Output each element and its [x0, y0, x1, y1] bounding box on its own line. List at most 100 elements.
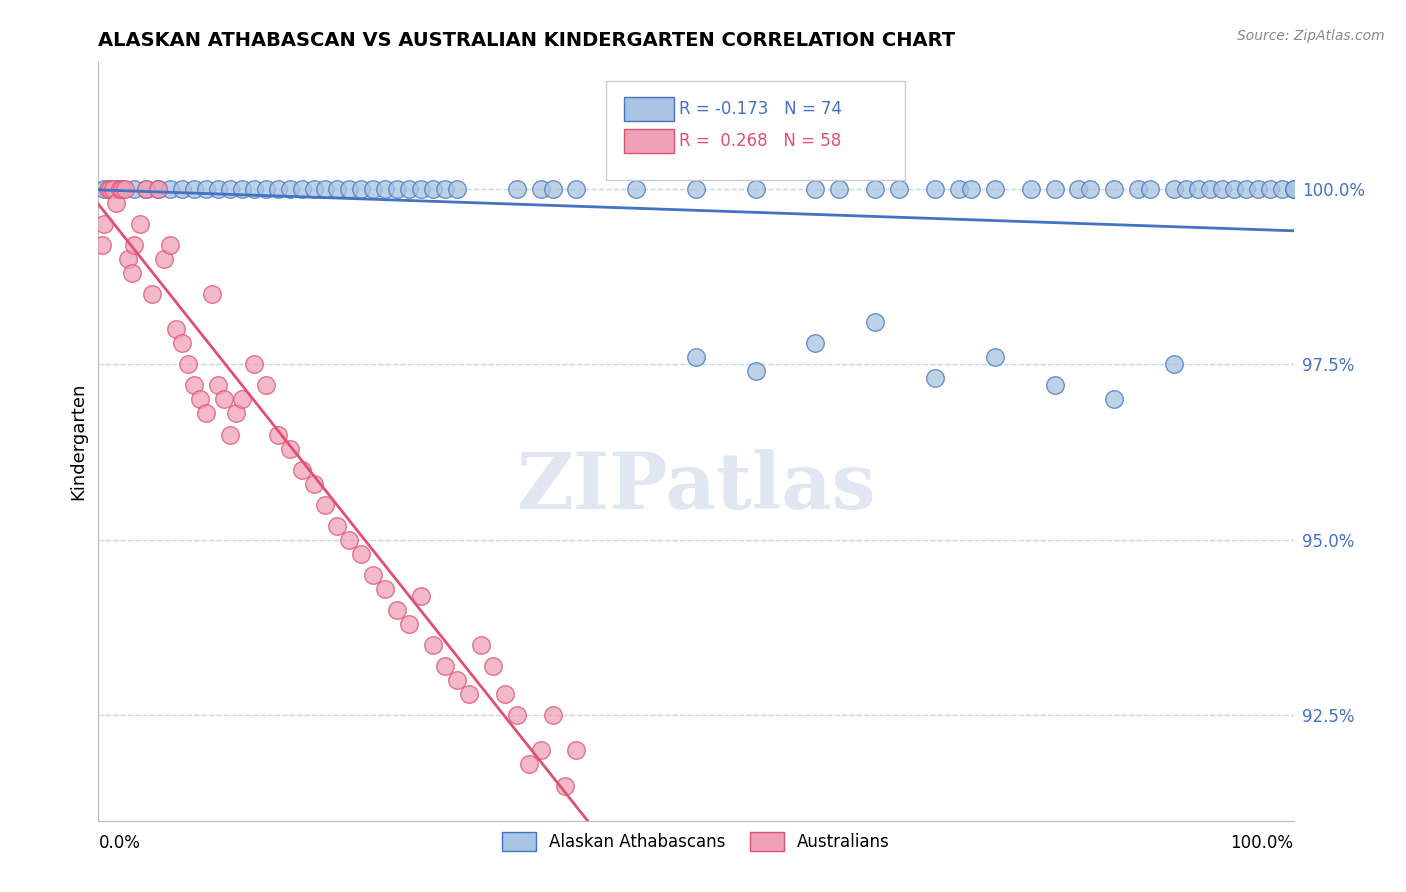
Point	[201, 287, 224, 301]
Point	[326, 518, 349, 533]
Point	[135, 182, 157, 196]
Text: 100.0%: 100.0%	[1230, 834, 1294, 852]
Point	[374, 182, 396, 196]
Point	[745, 182, 768, 196]
Point	[98, 182, 122, 196]
Point	[105, 195, 128, 210]
Point	[685, 182, 707, 196]
Point	[685, 351, 707, 365]
Point	[177, 357, 200, 371]
Point	[517, 757, 540, 772]
Point	[434, 182, 457, 196]
Text: ZIPatlas: ZIPatlas	[516, 449, 876, 525]
Point	[446, 182, 468, 196]
Point	[91, 238, 114, 252]
Point	[339, 533, 361, 547]
Point	[411, 182, 433, 196]
Point	[924, 371, 946, 385]
Text: R =  0.268   N = 58: R = 0.268 N = 58	[679, 132, 841, 150]
Point	[1234, 182, 1257, 196]
Point	[458, 687, 481, 701]
Point	[188, 392, 211, 407]
Point	[398, 182, 420, 196]
Point	[207, 182, 229, 196]
FancyBboxPatch shape	[624, 96, 675, 120]
FancyBboxPatch shape	[624, 129, 675, 153]
Point	[165, 322, 187, 336]
Point	[745, 364, 768, 378]
Text: 0.0%: 0.0%	[98, 834, 141, 852]
Point	[470, 638, 492, 652]
Point	[212, 392, 235, 407]
Point	[225, 407, 247, 421]
Point	[411, 589, 433, 603]
Point	[183, 378, 205, 392]
Point	[984, 182, 1007, 196]
Point	[804, 336, 827, 351]
Point	[506, 182, 529, 196]
Point	[267, 182, 290, 196]
Point	[385, 603, 409, 617]
Point	[1282, 182, 1305, 196]
Point	[172, 336, 194, 351]
Point	[339, 182, 361, 196]
Point	[105, 182, 128, 196]
Point	[565, 182, 588, 196]
Point	[565, 743, 588, 757]
Point	[111, 182, 134, 196]
Point	[278, 182, 301, 196]
Point	[1067, 182, 1090, 196]
Point	[315, 498, 337, 512]
Point	[291, 182, 314, 196]
Point	[315, 182, 337, 196]
Point	[195, 407, 218, 421]
Text: R = -0.173   N = 74: R = -0.173 N = 74	[679, 100, 842, 118]
Point	[1282, 182, 1305, 196]
Point	[541, 182, 564, 196]
Point	[948, 182, 970, 196]
Point	[1163, 357, 1185, 371]
Point	[101, 182, 124, 196]
Point	[124, 238, 146, 252]
Point	[1043, 378, 1066, 392]
Point	[278, 442, 301, 456]
Point	[183, 182, 205, 196]
Legend: Alaskan Athabascans, Australians: Alaskan Athabascans, Australians	[495, 825, 897, 858]
Point	[541, 708, 564, 723]
Point	[828, 182, 851, 196]
Point	[243, 182, 266, 196]
Point	[434, 659, 457, 673]
Point	[153, 252, 176, 266]
Point	[124, 182, 146, 196]
Point	[1271, 182, 1294, 196]
Point	[302, 476, 325, 491]
Point	[1104, 392, 1126, 407]
Point	[363, 568, 385, 582]
Point	[422, 182, 444, 196]
Point	[254, 182, 277, 196]
Y-axis label: Kindergarten: Kindergarten	[69, 383, 87, 500]
Point	[231, 182, 253, 196]
Point	[219, 182, 242, 196]
Point	[108, 182, 131, 196]
Point	[111, 182, 134, 196]
Point	[350, 182, 373, 196]
Point	[172, 182, 194, 196]
Point	[114, 182, 136, 196]
Point	[626, 182, 648, 196]
Point	[865, 182, 887, 196]
Point	[374, 582, 396, 596]
Point	[494, 687, 516, 701]
Point	[93, 182, 115, 196]
Point	[350, 547, 373, 561]
Point	[148, 182, 170, 196]
Point	[1080, 182, 1102, 196]
Point	[1247, 182, 1270, 196]
Point	[267, 427, 290, 442]
FancyBboxPatch shape	[606, 81, 905, 180]
Point	[135, 182, 157, 196]
Point	[93, 217, 115, 231]
Point	[231, 392, 253, 407]
Point	[195, 182, 218, 196]
Point	[865, 315, 887, 329]
